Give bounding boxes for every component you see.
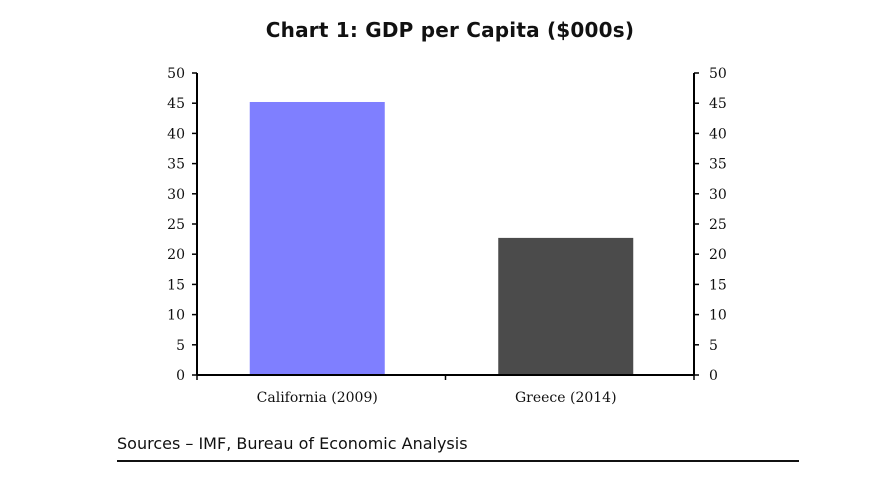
category-labels-group: California (2009) Greece (2014) xyxy=(257,390,617,406)
bar-1 xyxy=(249,101,385,375)
right-tick-label-50: 50 xyxy=(709,66,727,82)
right-tick-label-30: 30 xyxy=(709,187,727,203)
right-tick-label-10: 10 xyxy=(709,308,727,324)
right-tick-label-25: 25 xyxy=(709,217,727,233)
right-tick-label-45: 45 xyxy=(709,96,727,112)
right-tick-label-15: 15 xyxy=(709,277,727,293)
left-tick-label-15: 15 xyxy=(167,277,185,293)
category-label-2: Greece (2014) xyxy=(515,390,617,406)
left-tick-label-35: 35 xyxy=(167,157,185,173)
left-tick-label-10: 10 xyxy=(167,308,185,324)
right-tick-label-35: 35 xyxy=(709,157,727,173)
left-tick-label-30: 30 xyxy=(167,187,185,203)
right-tick-label-20: 20 xyxy=(709,247,727,263)
right-tick-label-5: 5 xyxy=(709,338,718,354)
category-label-1: California (2009) xyxy=(257,390,378,406)
source-note: Sources – IMF, Bureau of Economic Analys… xyxy=(117,434,468,453)
left-tick-label-5: 5 xyxy=(176,338,185,354)
left-tick-label-50: 50 xyxy=(167,66,185,82)
bars-group xyxy=(249,101,634,375)
left-tick-label-45: 45 xyxy=(167,96,185,112)
left-tick-label-40: 40 xyxy=(167,126,185,142)
ticks-group: 0 0 5 5 10 10 15 15 20 20 25 25 30 30 35 35 40 40 45 45 50 50 xyxy=(167,66,727,384)
source-divider xyxy=(117,460,799,462)
chart-title: Chart 1: GDP per Capita ($000s) xyxy=(265,18,635,42)
left-tick-label-25: 25 xyxy=(167,217,185,233)
right-tick-label-0: 0 xyxy=(709,368,718,384)
right-tick-label-40: 40 xyxy=(709,126,727,142)
left-tick-label-20: 20 xyxy=(167,247,185,263)
left-tick-label-0: 0 xyxy=(176,368,185,384)
bar-2 xyxy=(498,237,634,375)
